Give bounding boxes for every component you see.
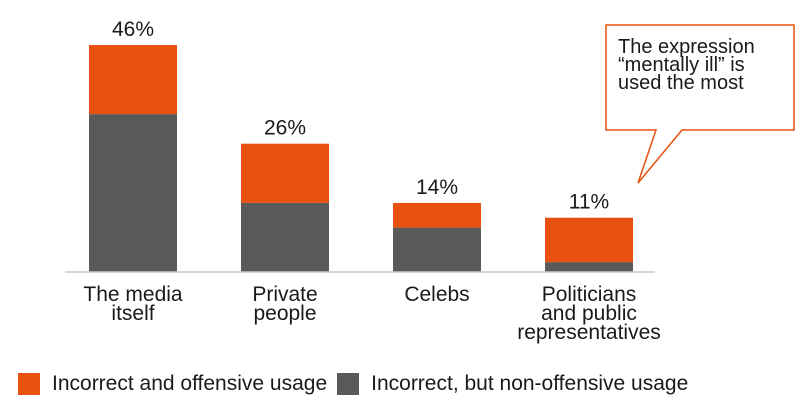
data-label-total: 46% <box>112 18 154 41</box>
legend-label-non-offensive: Incorrect, but non-offensive usage <box>371 372 689 395</box>
data-label-total: 11% <box>569 191 609 214</box>
legend-swatch-offensive <box>18 373 40 395</box>
bar-offensive-2 <box>393 202 481 228</box>
bar-non-offensive-0 <box>89 114 177 272</box>
data-label-total: 26% <box>264 117 306 140</box>
legend-label-offensive: Incorrect and offensive usage <box>52 372 328 395</box>
category-label: Celebs <box>404 283 470 306</box>
data-label-total: 14% <box>416 176 458 199</box>
callout-text: The expression “mentally ill” is used th… <box>618 36 755 94</box>
bar-offensive-0 <box>89 45 177 115</box>
category-label: The media itself <box>83 283 183 325</box>
bar-offensive-1 <box>241 143 329 203</box>
legend-item-offensive: Incorrect and offensive usage <box>18 372 327 396</box>
callout-bubble <box>605 24 795 184</box>
bar-non-offensive-2 <box>393 227 481 272</box>
bar-non-offensive-3 <box>545 262 633 272</box>
legend-swatch-non-offensive <box>337 373 360 395</box>
category-label: Private people <box>252 283 318 325</box>
bar-offensive-3 <box>545 217 633 263</box>
bar-non-offensive-1 <box>241 202 329 272</box>
legend: Incorrect and offensive usage Incorrect,… <box>18 372 698 396</box>
category-label: Politicians and public representatives <box>517 283 661 344</box>
legend-item-non-offensive: Incorrect, but non-offensive usage <box>337 372 688 396</box>
